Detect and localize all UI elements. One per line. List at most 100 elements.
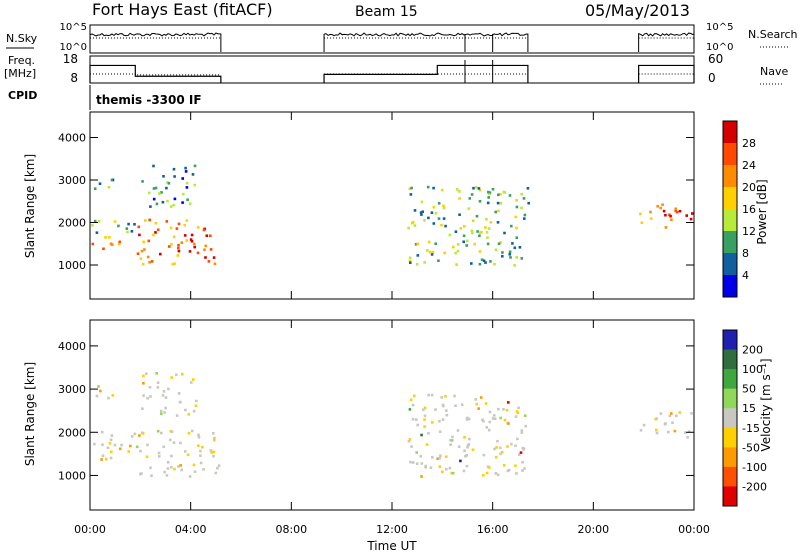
echo-cell [491,417,495,420]
echo-cell [471,219,475,222]
echo-cell [434,408,437,411]
echo-cell [459,227,463,230]
echo-cell [499,452,502,456]
echo-region-2 [93,178,115,190]
echo-cell [478,188,482,192]
echo-region-3 [136,218,217,266]
echo-cell [139,472,142,476]
echo-cell [212,454,215,458]
echo-cell [411,221,414,225]
echo-cell [486,242,490,246]
echo-cell [172,441,176,444]
echo-cell [95,394,99,398]
echo-cell [192,463,196,467]
echo-cell [139,449,142,453]
freq-panel: 18 8 60 0 [63,52,724,85]
echo-cell [494,248,498,252]
colorbar-tick-label-2: 20 [742,181,756,194]
colorbar-frame [722,329,738,507]
cpid-text: themis -3300 IF [96,93,202,107]
velocity-plot-area [93,372,693,478]
echo-cell [426,249,429,252]
echo-cell [173,197,177,201]
echo-cell [515,226,518,230]
echo-cell [133,223,136,226]
time-axis-ticks: 00:00 04:00 08:00 12:00 16:00 20:00 00:00 [74,112,710,536]
echo-cell [463,436,466,439]
echo-cell [117,224,120,228]
echo-cell [454,230,458,233]
echo-cell [493,414,496,417]
echo-cell [166,461,170,464]
echo-cell [441,470,444,474]
colorbar-tick-label-0: 28 [742,137,756,150]
echo-cell [170,466,173,469]
echo-cell [410,445,413,448]
echo-cell [497,209,500,213]
echo-cell [184,408,187,412]
echo-cell [515,199,518,202]
echo-cell [514,464,517,468]
echo-cell [419,211,423,214]
echo-cell [477,407,480,410]
echo-cell [471,448,475,452]
echo-cell [189,238,193,241]
colorbar-swatch-6 [723,447,737,468]
echo-cell [109,438,113,441]
noise-left-tick-low: 10^0 [60,42,87,53]
echo-cell [520,257,524,260]
echo-cell [213,262,217,266]
echo-cell [152,187,156,190]
echo-cell [449,443,452,446]
echo-cell [142,374,145,378]
echo-cell [164,406,167,410]
echo-cell [149,466,152,470]
x-tick-label-0: 00:00 [74,523,106,536]
echo-cell [427,393,430,397]
colorbar-tick-label-6: -100 [742,461,767,474]
echo-cell [188,202,192,205]
echo-cell [685,214,688,217]
echo-cell [674,209,677,213]
echo-cell [429,466,433,469]
echo-cell [199,454,202,457]
colorbar-swatch-1 [723,349,737,370]
echo-cell [166,199,169,203]
echo-cell [484,402,488,405]
echo-cell [480,230,483,234]
echo-cell [156,381,160,384]
y-tick-label-3: 4000 [58,340,86,353]
echo-cell [210,451,214,454]
echo-cell [438,430,442,433]
echo-cell [408,187,412,191]
echo-cell [488,410,492,414]
echo-cell [465,464,469,468]
echo-cell [442,204,445,208]
echo-cell [499,416,502,420]
echo-cell [193,183,197,187]
echo-cell [420,200,424,204]
x-tick-label-4: 16:00 [477,523,509,536]
echo-cell [411,403,415,407]
echo-cell [169,438,172,442]
y-tick-label-0: 1000 [58,469,86,482]
echo-cell [109,242,113,246]
echo-cell [187,431,191,435]
echo-cell [197,433,200,437]
echo-cell [407,440,411,443]
echo-cell [139,257,143,261]
echo-cell [451,471,455,475]
echo-cell [649,210,652,214]
echo-cell [674,207,677,211]
echo-cell [517,406,520,410]
echo-cell [426,185,430,189]
echo-cell [146,443,149,447]
echo-cell [167,182,171,185]
echo-cell [162,445,165,449]
echo-cell [93,442,96,446]
echo-cell [661,203,664,206]
echo-cell [496,439,499,443]
echo-cell [438,465,442,468]
echo-cell [137,225,141,229]
echo-cell [136,252,140,255]
